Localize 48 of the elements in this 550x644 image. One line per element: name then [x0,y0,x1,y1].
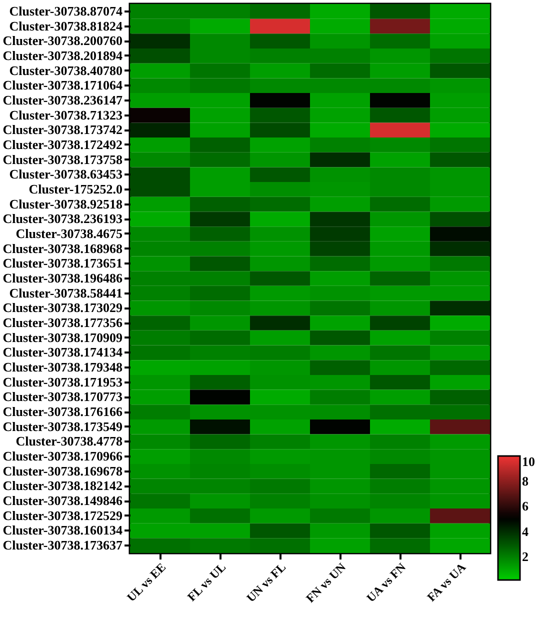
y-tick-label: Cluster-30738.81824 [9,18,123,34]
y-tick-label: Cluster-30738.63453 [9,166,123,182]
color-bar-label: 2 [522,549,528,564]
y-tick-label: Cluster-30738.87074 [9,3,123,18]
y-tick-label: Cluster-30738.170909 [2,330,123,345]
color-bar-label: 8 [522,473,529,488]
y-tick-label: Cluster-30738.168968 [2,240,123,256]
y-tick-label: Cluster-30738.201894 [2,48,123,63]
y-tick-label: Cluster-30738.92518 [9,196,123,212]
x-tick-label: FL vs UL [184,560,228,604]
y-tick-label: Cluster-30738.196486 [2,270,123,286]
y-tick-label: Cluster-30738.4778 [16,434,123,449]
y-tick-label: Cluster-30738.173549 [2,418,123,434]
y-tick-label: Cluster-30738.172529 [2,508,123,523]
y-tick-label: Cluster-30738.170773 [2,389,123,404]
y-tick-label: Cluster-30738.169678 [2,463,123,478]
x-tick-label: FA vs UA [424,560,469,604]
y-tick-label: Cluster-175252.0 [28,181,122,196]
x-tick-label: UA vs FN [364,560,409,605]
y-tick-label: Cluster-30738.171953 [2,374,123,390]
y-tick-label: Cluster-30738.179348 [2,360,123,375]
y-tick-label: Cluster-30738.236193 [2,211,123,226]
y-tick-label: Cluster-30738.176166 [2,404,123,420]
y-tick-label: Cluster-30738.173758 [2,152,123,167]
y-tick-label: Cluster-30738.172492 [2,136,122,152]
y-tick-label: Cluster-30738.160134 [2,522,123,538]
y-tick-label: Cluster-30738.149846 [2,493,123,508]
color-bar-label: 4 [522,524,529,539]
y-tick-label: Cluster-30738.173029 [2,300,123,316]
x-tick-label: UN vs FL [244,560,288,605]
x-tick-label: FN vs UN [303,560,349,606]
y-tick-label: Cluster-30738.40780 [9,62,122,78]
y-tick-label: Cluster-30738.174134 [2,344,123,360]
color-bar-label: 6 [522,498,529,514]
y-tick-label: Cluster-30738.236147 [2,92,123,108]
y-tick-label: Cluster-30738.182142 [2,478,122,494]
y-tick-label: Cluster-30738.177356 [2,315,123,330]
color-bar-label: 10 [522,454,535,469]
y-tick-label: Cluster-30738.173742 [2,122,122,138]
y-tick-label: Cluster-30738.200760 [2,33,122,48]
y-tick-label: Cluster-30738.58441 [9,285,122,300]
y-tick-label: Cluster-30738.4675 [16,226,123,241]
y-tick-label: Cluster-30738.173651 [2,256,122,271]
y-tick-label: Cluster-30738.71323 [9,107,123,122]
y-tick-label: Cluster-30738.170966 [2,448,123,464]
x-tick-label: UL vs EE [124,560,168,604]
y-tick-label: Cluster-30738.171064 [2,78,123,93]
y-tick-label: Cluster-30738.173637 [2,538,123,553]
